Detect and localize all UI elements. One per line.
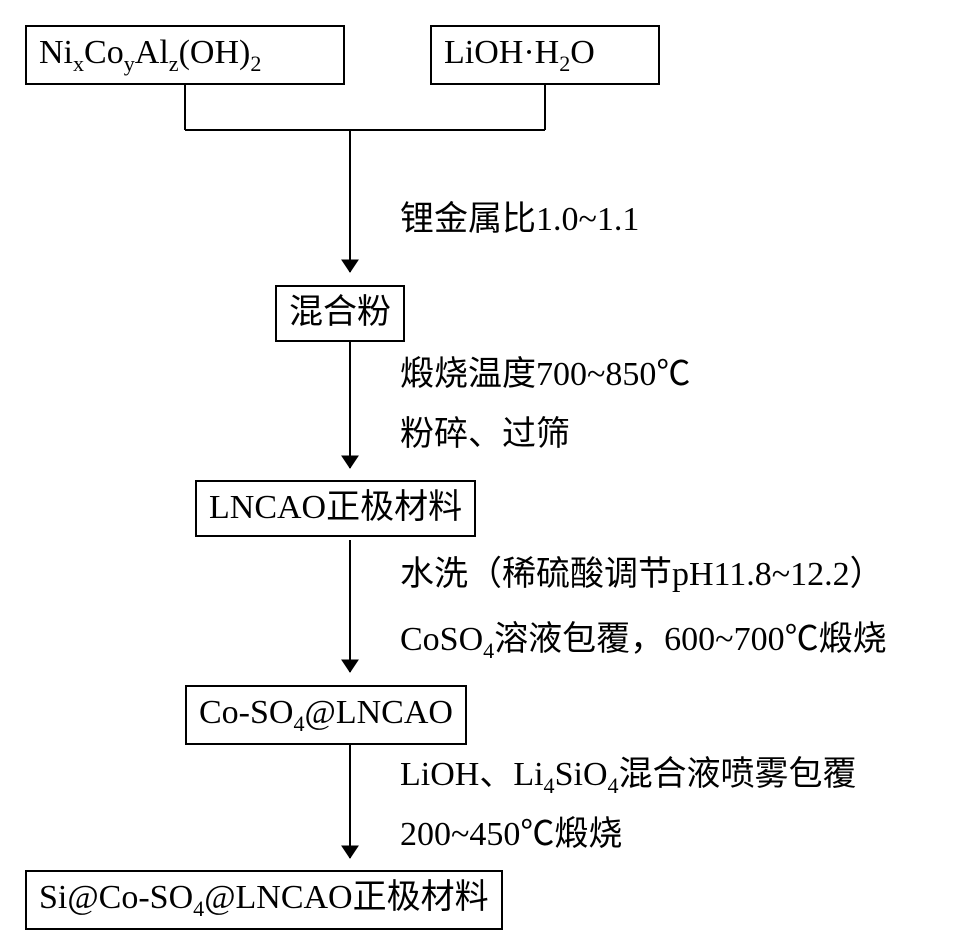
label-coso4-coating: CoSO4溶液包覆，600~700℃煅烧 [400,620,887,664]
label-calcination-temp: 煅烧温度700~850℃ [400,355,690,396]
label-water-wash: 水洗（稀硫酸调节pH11.8~12.2） [400,555,884,596]
node-precursor-nicoal: NixCoyAlz(OH)2 [25,25,345,85]
node-co-so4-lncao: Co-SO4@LNCAO [185,685,467,745]
label-final-calcination: 200~450℃煅烧 [400,815,622,856]
node-lncao-cathode: LNCAO正极材料 [195,480,476,537]
node-mixed-powder: 混合粉 [275,285,405,342]
node-lioh-h2o: LiOH·H2O [430,25,660,85]
label-lioh-li4sio4-spray: LiOH、Li4SiO4混合液喷雾包覆 [400,755,857,799]
node-final-cathode: Si@Co-SO4@LNCAO正极材料 [25,870,503,930]
label-crush-sieve: 粉碎、过筛 [400,415,570,456]
label-li-metal-ratio: 锂金属比1.0~1.1 [400,200,639,241]
